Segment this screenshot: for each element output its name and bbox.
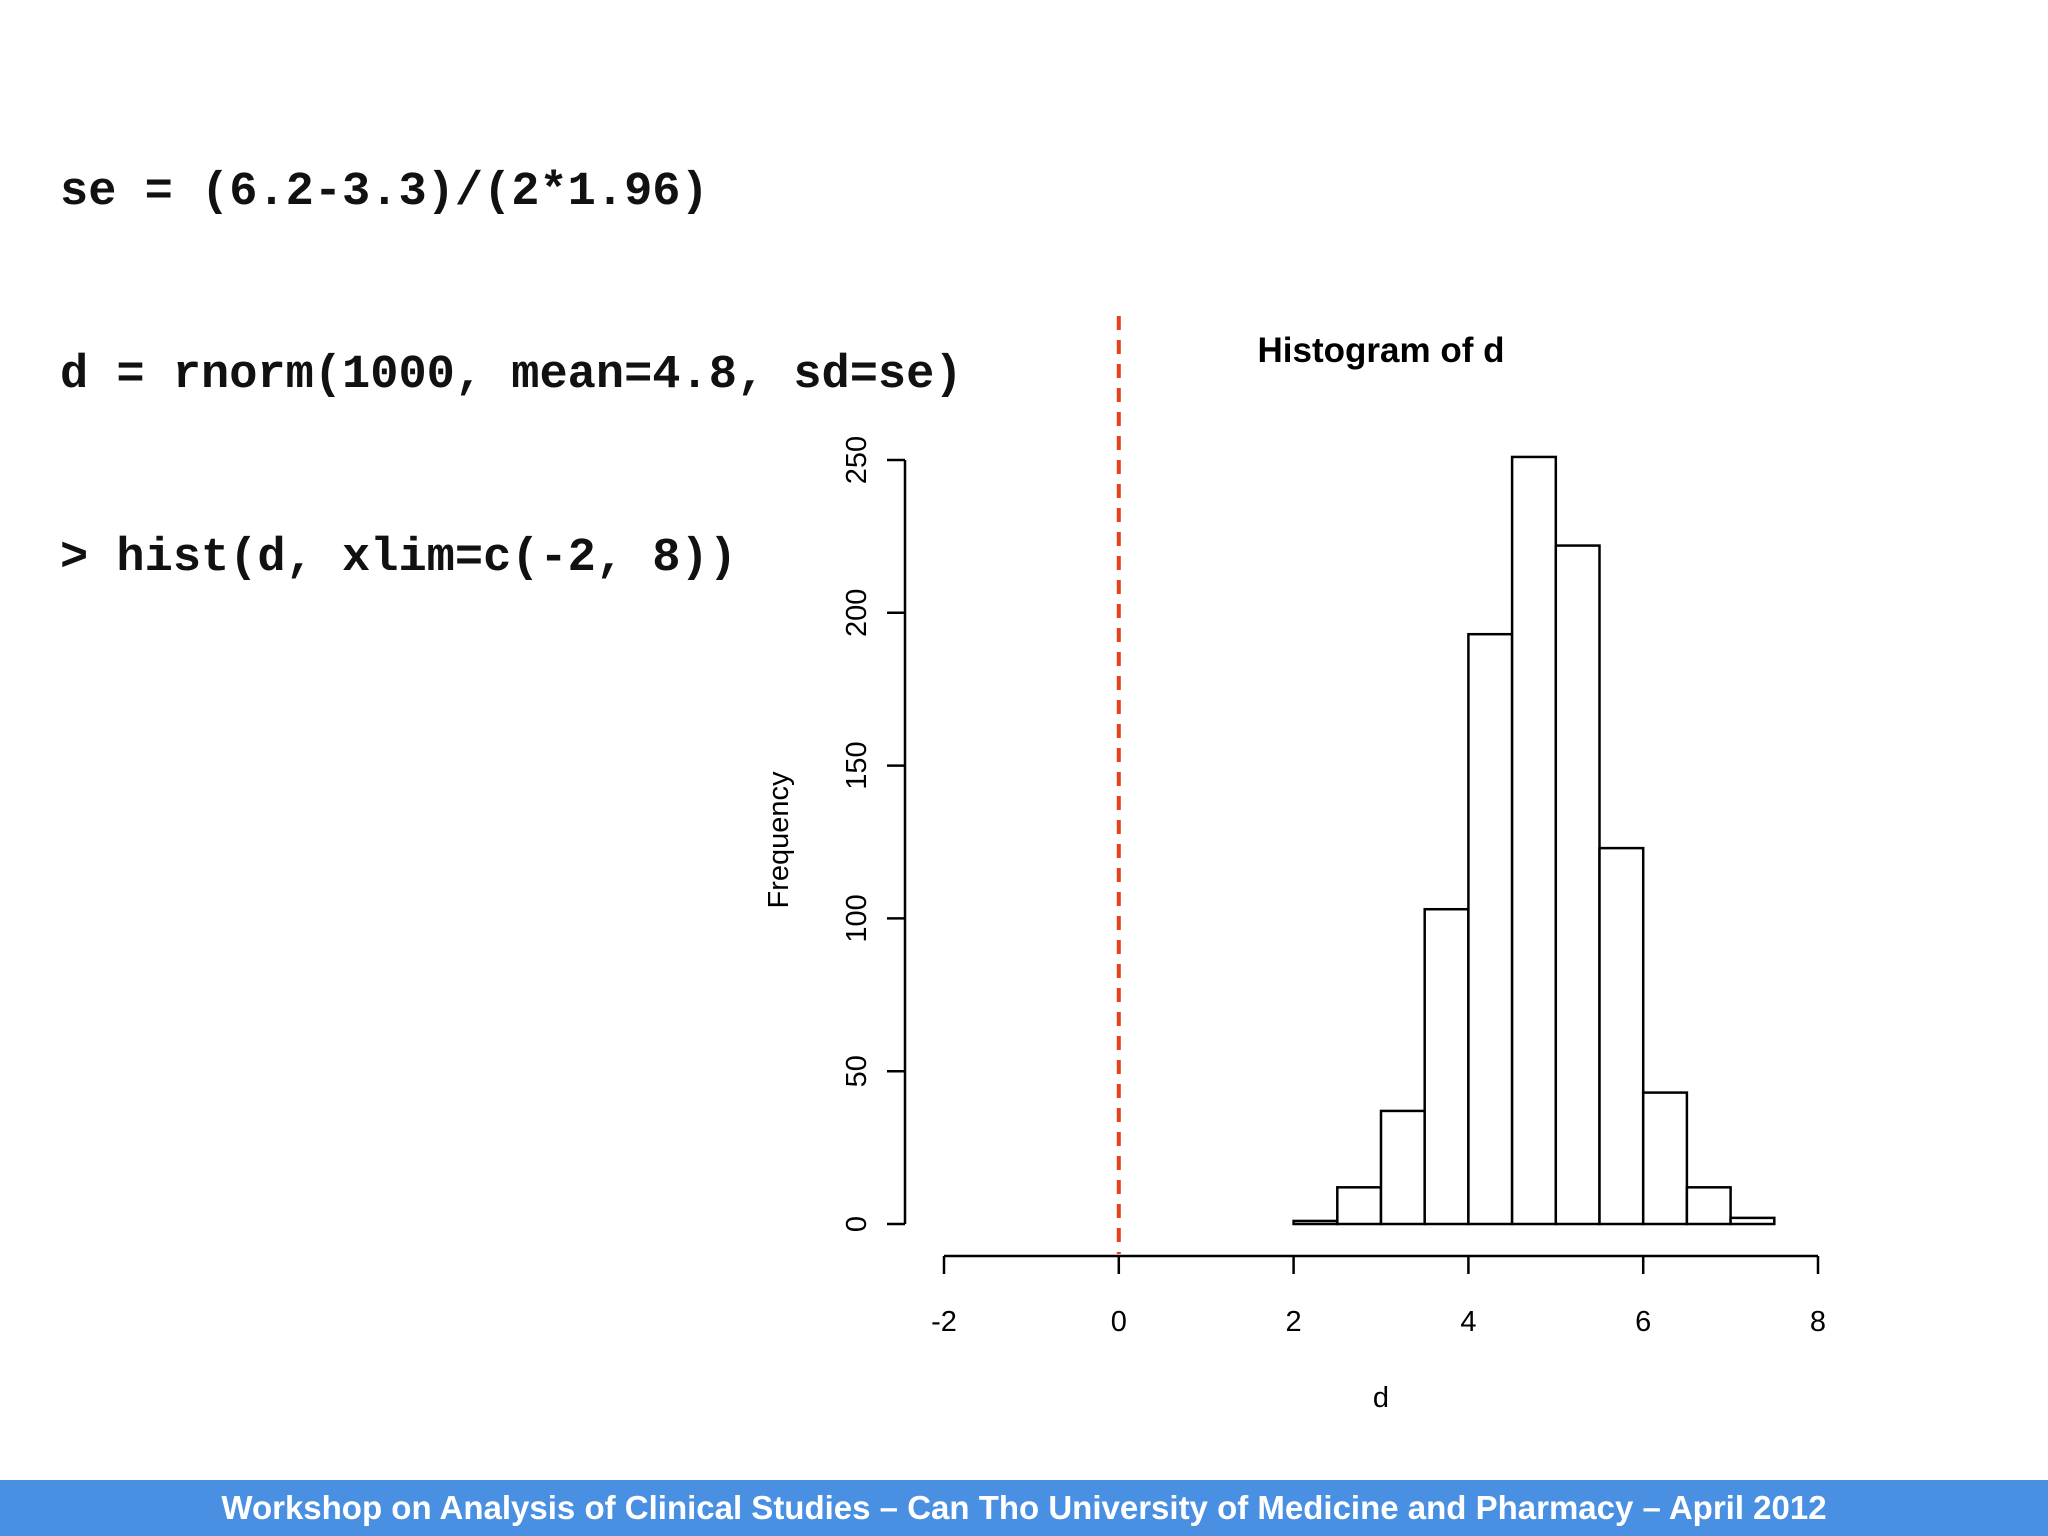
code-line-rnorm: d = rnorm(1000, mean=4.8, sd=se): [60, 349, 963, 402]
y-tick-label-5: 250: [841, 436, 873, 484]
code-line-se: se = (6.2-3.3)/(2*1.96): [60, 166, 709, 219]
x-tick-label-4: 6: [1635, 1306, 1651, 1338]
y-tick-label-1: 50: [841, 1055, 873, 1087]
y-tick-label-0: 0: [841, 1216, 873, 1232]
chart-title: Histogram of d: [1258, 331, 1505, 370]
x-tick-label-2: 2: [1286, 1306, 1302, 1338]
x-axis-label: d: [1373, 1382, 1389, 1414]
x-tick-label-0: -2: [931, 1306, 957, 1338]
r-code-block: se = (6.2-3.3)/(2*1.96) d = rnorm(1000, …: [60, 40, 963, 711]
histogram-bar-6: [1554, 544, 1601, 1226]
histogram-bar-9: [1685, 1186, 1732, 1226]
histogram-bar-8: [1641, 1091, 1689, 1226]
histogram-bar-0: [1292, 1219, 1339, 1226]
footer-bar: Workshop on Analysis of Clinical Studies…: [0, 1480, 2048, 1536]
y-tick-label-2: 100: [841, 894, 873, 942]
y-tick-label-3: 150: [841, 741, 873, 789]
histogram-chart: Histogram of d 0 50 100 150 200 250 -2 0 2 4 6 8 F…: [763, 316, 1826, 1414]
y-axis: 0 50 100 150 200 250: [841, 436, 907, 1232]
histogram-bar-7: [1598, 846, 1645, 1226]
histogram-bar-4: [1467, 632, 1514, 1226]
x-tick-label-5: 8: [1810, 1306, 1826, 1338]
y-tick-label-4: 200: [841, 589, 873, 637]
y-axis-label: Frequency: [763, 771, 795, 909]
x-axis: -2 0 2 4 6 8: [931, 1254, 1826, 1338]
histogram-bar-3: [1423, 907, 1470, 1226]
x-tick-label-1: 0: [1111, 1306, 1127, 1338]
histogram-bar-2: [1379, 1109, 1426, 1226]
x-tick-label-3: 4: [1460, 1306, 1476, 1338]
code-line-hist: > hist(d, xlim=c(-2, 8)): [60, 532, 737, 585]
histogram-bar-10: [1729, 1216, 1776, 1226]
histogram-bar-5: [1510, 455, 1558, 1226]
histogram-bar-1: [1336, 1186, 1383, 1226]
histogram-bars: [1292, 455, 1776, 1226]
footer-text: Workshop on Analysis of Clinical Studies…: [221, 1489, 1827, 1526]
